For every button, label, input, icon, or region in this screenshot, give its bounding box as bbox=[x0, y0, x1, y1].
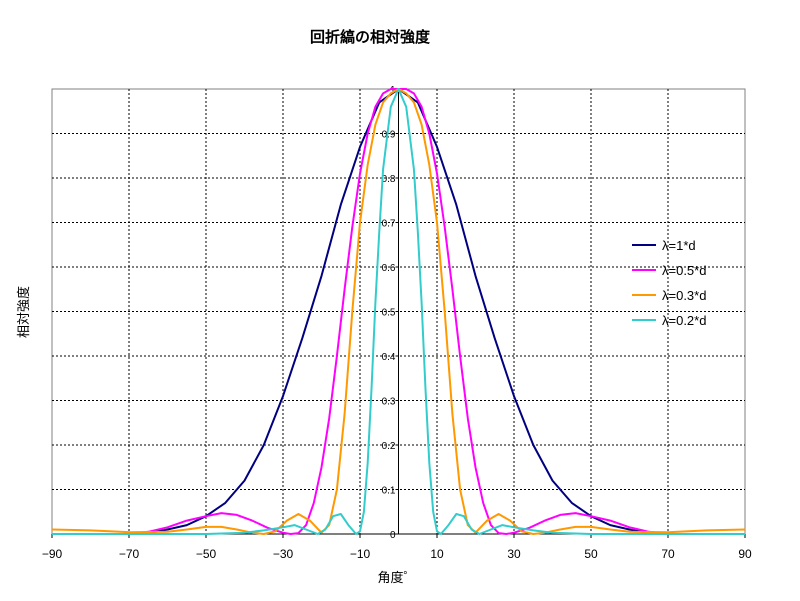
grid-lines bbox=[52, 89, 745, 534]
x-tick-label: −50 bbox=[196, 547, 217, 561]
y-tick-label: 0.9 bbox=[382, 130, 396, 141]
x-tick-label: −10 bbox=[350, 547, 371, 561]
legend-label-1: λ=1*d bbox=[662, 238, 696, 253]
x-tick-label: 70 bbox=[661, 547, 675, 561]
y-tick-label: 0.4 bbox=[382, 352, 396, 363]
y-tick-label: 1 bbox=[390, 85, 396, 96]
y-tick-label: 0.1 bbox=[382, 486, 396, 497]
series-lines bbox=[51, 88, 746, 535]
legend-label-4: λ=0.2*d bbox=[662, 313, 706, 328]
y-tick-label: 0.3 bbox=[382, 397, 396, 408]
chart-title: 回折縞の相対強度 bbox=[310, 28, 431, 46]
x-tick-label: −70 bbox=[119, 547, 140, 561]
y-tick-label: 0 bbox=[390, 530, 396, 541]
legend-label-3: λ=0.3*d bbox=[662, 288, 706, 303]
y-tick-label: 0.2 bbox=[382, 441, 396, 452]
y-tick-label: 0.6 bbox=[382, 263, 396, 274]
x-tick-label: 50 bbox=[584, 547, 598, 561]
legend: λ=1*d λ=0.5*d λ=0.3*d λ=0.2*d bbox=[632, 238, 706, 328]
y-tick-label: 0.8 bbox=[382, 174, 396, 185]
x-tick-label: 10 bbox=[430, 547, 444, 561]
y-axis-ticks: 0 0.1 0.2 0.3 0.4 0.5 0.6 0.7 0.8 0.9 1 bbox=[382, 85, 399, 541]
x-tick-label: 30 bbox=[507, 547, 521, 561]
x-axis-ticks: −90 −70 −50 −30 −10 10 30 50 70 90 bbox=[42, 534, 752, 561]
x-tick-label: −30 bbox=[273, 547, 294, 561]
y-axis-label: 相対強度 bbox=[16, 286, 32, 338]
y-tick-label: 0.5 bbox=[382, 308, 396, 319]
y-tick-label: 0.7 bbox=[382, 219, 396, 230]
x-axis-label: 角度゜ bbox=[377, 570, 416, 586]
x-tick-label: −90 bbox=[42, 547, 63, 561]
x-tick-label: 90 bbox=[738, 547, 752, 561]
legend-label-2: λ=0.5*d bbox=[662, 263, 706, 278]
series-line-4 bbox=[52, 88, 745, 535]
